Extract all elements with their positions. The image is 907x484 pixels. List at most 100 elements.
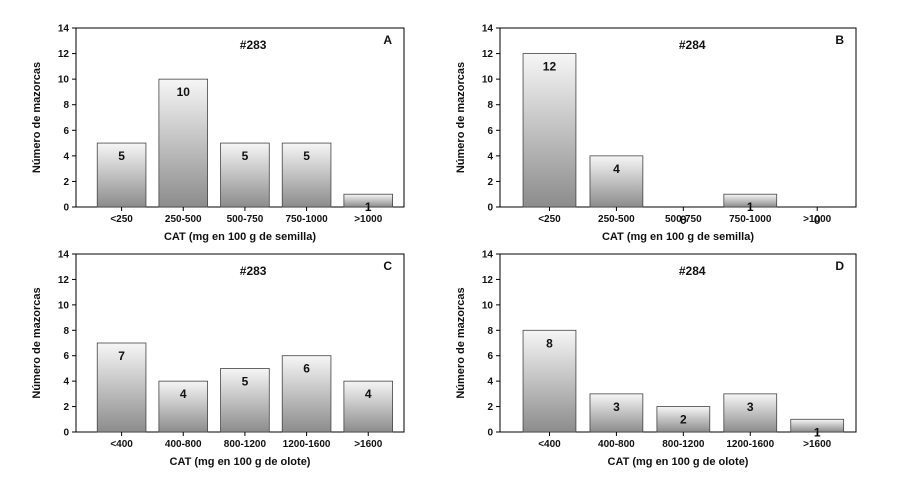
plot-frame [499,27,857,208]
y-tick-label: 4 [63,151,69,162]
y-tick-label: 12 [58,49,70,60]
y-tick-label: 6 [487,351,493,362]
panel-letter: C [383,259,392,273]
bar [96,342,147,433]
x-axis-title: CAT (mg en 100 g de semilla) [602,231,754,243]
x-tick-label: <250 [538,214,561,225]
x-axis-title: CAT (mg en 100 g de olote) [608,456,749,468]
y-tick-label: 12 [58,275,70,286]
y-tick-label: 2 [63,402,69,413]
bar-value-label: 5 [242,149,249,163]
bar [281,355,332,433]
y-axis-title: Número de mazorcas [455,62,467,173]
x-tick-label: >1000 [803,214,832,225]
y-tick-label: 12 [482,49,494,60]
x-tick-label: 800-1200 [224,439,267,450]
y-axis-title: Número de mazorcas [31,287,43,398]
panel-title: #283 [240,264,267,278]
x-tick-label: >1600 [354,439,383,450]
bar [158,78,209,208]
bar-value-label: 5 [242,374,249,388]
x-tick-label: 500-750 [665,214,702,225]
y-tick-label: 2 [487,177,493,188]
x-tick-label: 750-1000 [285,214,328,225]
y-tick-label: 14 [482,24,494,35]
panel-letter: D [835,259,844,273]
x-tick-label: 250-500 [598,214,635,225]
y-axis-title: Número de mazorcas [31,62,43,173]
y-tick-label: 14 [58,24,70,35]
y-tick-label: 10 [482,75,494,86]
y-axis-title: Número de mazorcas [455,287,467,398]
bar [589,155,644,208]
bar [522,329,577,433]
x-axis-title: CAT (mg en 100 g de olote) [170,456,311,468]
bar-value-label: 3 [747,400,754,414]
x-tick-label: <400 [538,439,561,450]
chart-panel-d: 0 2 4 6 8 10 12 14 8 <400 3 400-800 2 800-1200 3 1200-1… [455,250,857,468]
x-tick-label: 750-1000 [729,214,772,225]
bar-value-label: 0 [680,213,687,227]
bar-value-label: 4 [613,162,620,176]
x-tick-label: 400-800 [165,439,202,450]
y-tick-label: 6 [63,351,69,362]
panel-title: #283 [240,38,267,52]
bar [281,142,332,208]
bar-value-label: 2 [680,413,687,427]
x-axis-title: CAT (mg en 100 g de semilla) [164,231,316,243]
bar-value-label: 12 [543,60,557,74]
y-tick-label: 10 [58,300,70,311]
y-tick-label: 8 [63,100,69,111]
y-tick-label: 4 [487,377,493,388]
bar-value-label: 10 [177,85,191,99]
x-tick-label: 500-750 [227,214,264,225]
panel-title: #284 [679,264,706,278]
x-tick-label: <400 [110,439,133,450]
x-tick-label: 1200-1600 [283,439,331,450]
y-tick-label: 14 [482,250,494,261]
y-tick-label: 0 [63,203,69,214]
bar-value-label: 4 [365,387,372,401]
bar-value-label: 8 [546,336,553,350]
chart-panel-b: 0246810121412<2504250-5000500-7501750-10… [455,24,857,243]
y-tick-label: 2 [487,402,493,413]
bar-value-label: 3 [613,400,620,414]
x-tick-label: 800-1200 [662,439,705,450]
bar [220,142,270,208]
y-tick-label: 10 [482,300,494,311]
y-tick-label: 0 [487,203,493,214]
x-tick-label: >1600 [803,439,832,450]
y-tick-label: 8 [487,100,493,111]
y-tick-label: 4 [487,151,493,162]
y-tick-label: 2 [63,177,69,188]
y-tick-label: 6 [487,126,493,137]
y-tick-label: 4 [63,377,69,388]
bar-value-label: 5 [118,149,125,163]
x-tick-label: 1200-1600 [726,439,774,450]
x-tick-label: >1000 [354,214,383,225]
panel-title: #284 [679,38,706,52]
bar [656,406,711,433]
y-tick-label: 14 [58,250,70,261]
panel-letter: B [835,33,844,47]
bar-value-label: 7 [118,349,125,363]
y-tick-label: 8 [63,326,69,337]
x-tick-label: <250 [110,214,133,225]
chart-panel-c: 0 2 4 6 8 10 12 14 7 <400 4 400-800 5 800-1200 6 1200-1… [31,250,405,468]
y-tick-label: 12 [482,275,494,286]
bar-value-label: 4 [180,387,187,401]
y-tick-label: 0 [487,428,493,439]
bar [589,393,644,433]
y-tick-label: 6 [63,126,69,137]
x-tick-label: 250-500 [165,214,202,225]
bar-value-label: 5 [303,149,310,163]
bar-value-label: 0 [814,213,821,227]
bar [158,380,209,433]
chart-panel-a: 0 2 4 6 8 10 12 14 5 <250 10 250-500 5 500-750 5 750-10… [31,24,405,243]
bar [220,368,270,433]
y-tick-label: 0 [63,428,69,439]
y-tick-label: 8 [487,326,493,337]
panel-letter: A [383,33,392,47]
bar [522,53,577,208]
